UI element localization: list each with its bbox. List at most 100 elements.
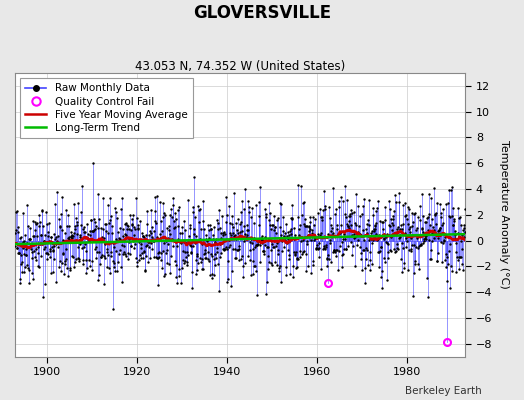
Point [149,254,158,260]
Point [407,248,415,254]
Point [230,233,238,240]
Point [439,206,447,212]
Point [160,212,169,219]
Point [418,226,426,233]
Point [320,245,329,251]
Point [420,235,429,241]
Point [204,227,213,233]
Point [167,235,176,242]
Point [276,200,285,206]
Point [93,249,101,255]
Point [73,200,82,206]
Point [460,224,468,231]
Point [34,262,42,269]
Point [159,214,167,220]
Point [62,246,71,252]
Point [326,240,334,246]
Point [244,198,253,204]
Point [157,256,166,263]
Point [216,229,225,236]
Point [451,232,459,238]
Point [188,209,196,216]
Point [402,212,410,218]
Point [357,210,366,217]
Point [162,238,170,244]
Point [21,232,29,238]
Point [151,218,159,224]
Point [48,269,57,275]
Point [442,251,451,258]
Point [185,225,194,231]
Point [62,255,70,262]
Point [131,236,139,243]
Point [447,213,456,219]
Point [243,232,252,238]
Point [50,243,58,249]
Point [154,282,162,288]
Point [210,271,219,278]
Point [380,235,388,241]
Point [100,280,108,287]
Point [13,207,21,214]
Point [299,198,308,205]
Point [392,248,400,254]
Point [224,276,232,282]
Point [26,236,34,242]
Point [247,272,256,278]
Point [40,280,49,287]
Point [196,206,204,212]
Point [202,232,211,238]
Point [95,216,104,223]
Point [272,230,280,236]
Point [406,224,414,230]
Point [135,237,144,243]
Point [398,269,406,275]
Point [51,234,60,240]
Point [240,223,248,230]
Point [375,249,384,255]
Point [178,264,186,271]
Point [457,254,465,260]
Point [336,222,345,228]
Point [193,267,201,273]
Point [417,241,425,247]
Point [357,232,365,239]
Point [104,252,112,258]
Point [85,236,93,242]
Point [119,233,127,239]
Text: GLOVERSVILLE: GLOVERSVILLE [193,4,331,22]
Point [263,211,271,217]
Point [348,252,357,258]
Point [230,224,238,230]
Point [94,225,103,231]
Point [353,230,361,237]
Point [383,230,391,237]
Point [405,206,413,212]
Point [401,200,410,206]
Point [71,226,79,232]
Point [91,225,99,232]
Point [250,235,258,242]
Point [289,274,297,280]
Point [121,221,129,227]
Point [222,219,230,225]
Point [117,194,126,201]
Point [232,235,241,242]
Point [12,226,20,233]
Point [355,222,363,229]
Point [383,240,391,246]
Point [23,240,31,246]
Point [126,212,134,218]
Point [369,212,378,218]
Point [158,228,166,234]
Point [197,259,205,265]
Point [63,264,71,271]
Point [330,248,338,255]
Point [276,224,284,230]
Point [233,230,242,236]
Point [170,224,178,231]
Point [17,261,25,267]
Point [393,241,401,248]
Point [169,202,177,208]
Point [120,248,128,255]
